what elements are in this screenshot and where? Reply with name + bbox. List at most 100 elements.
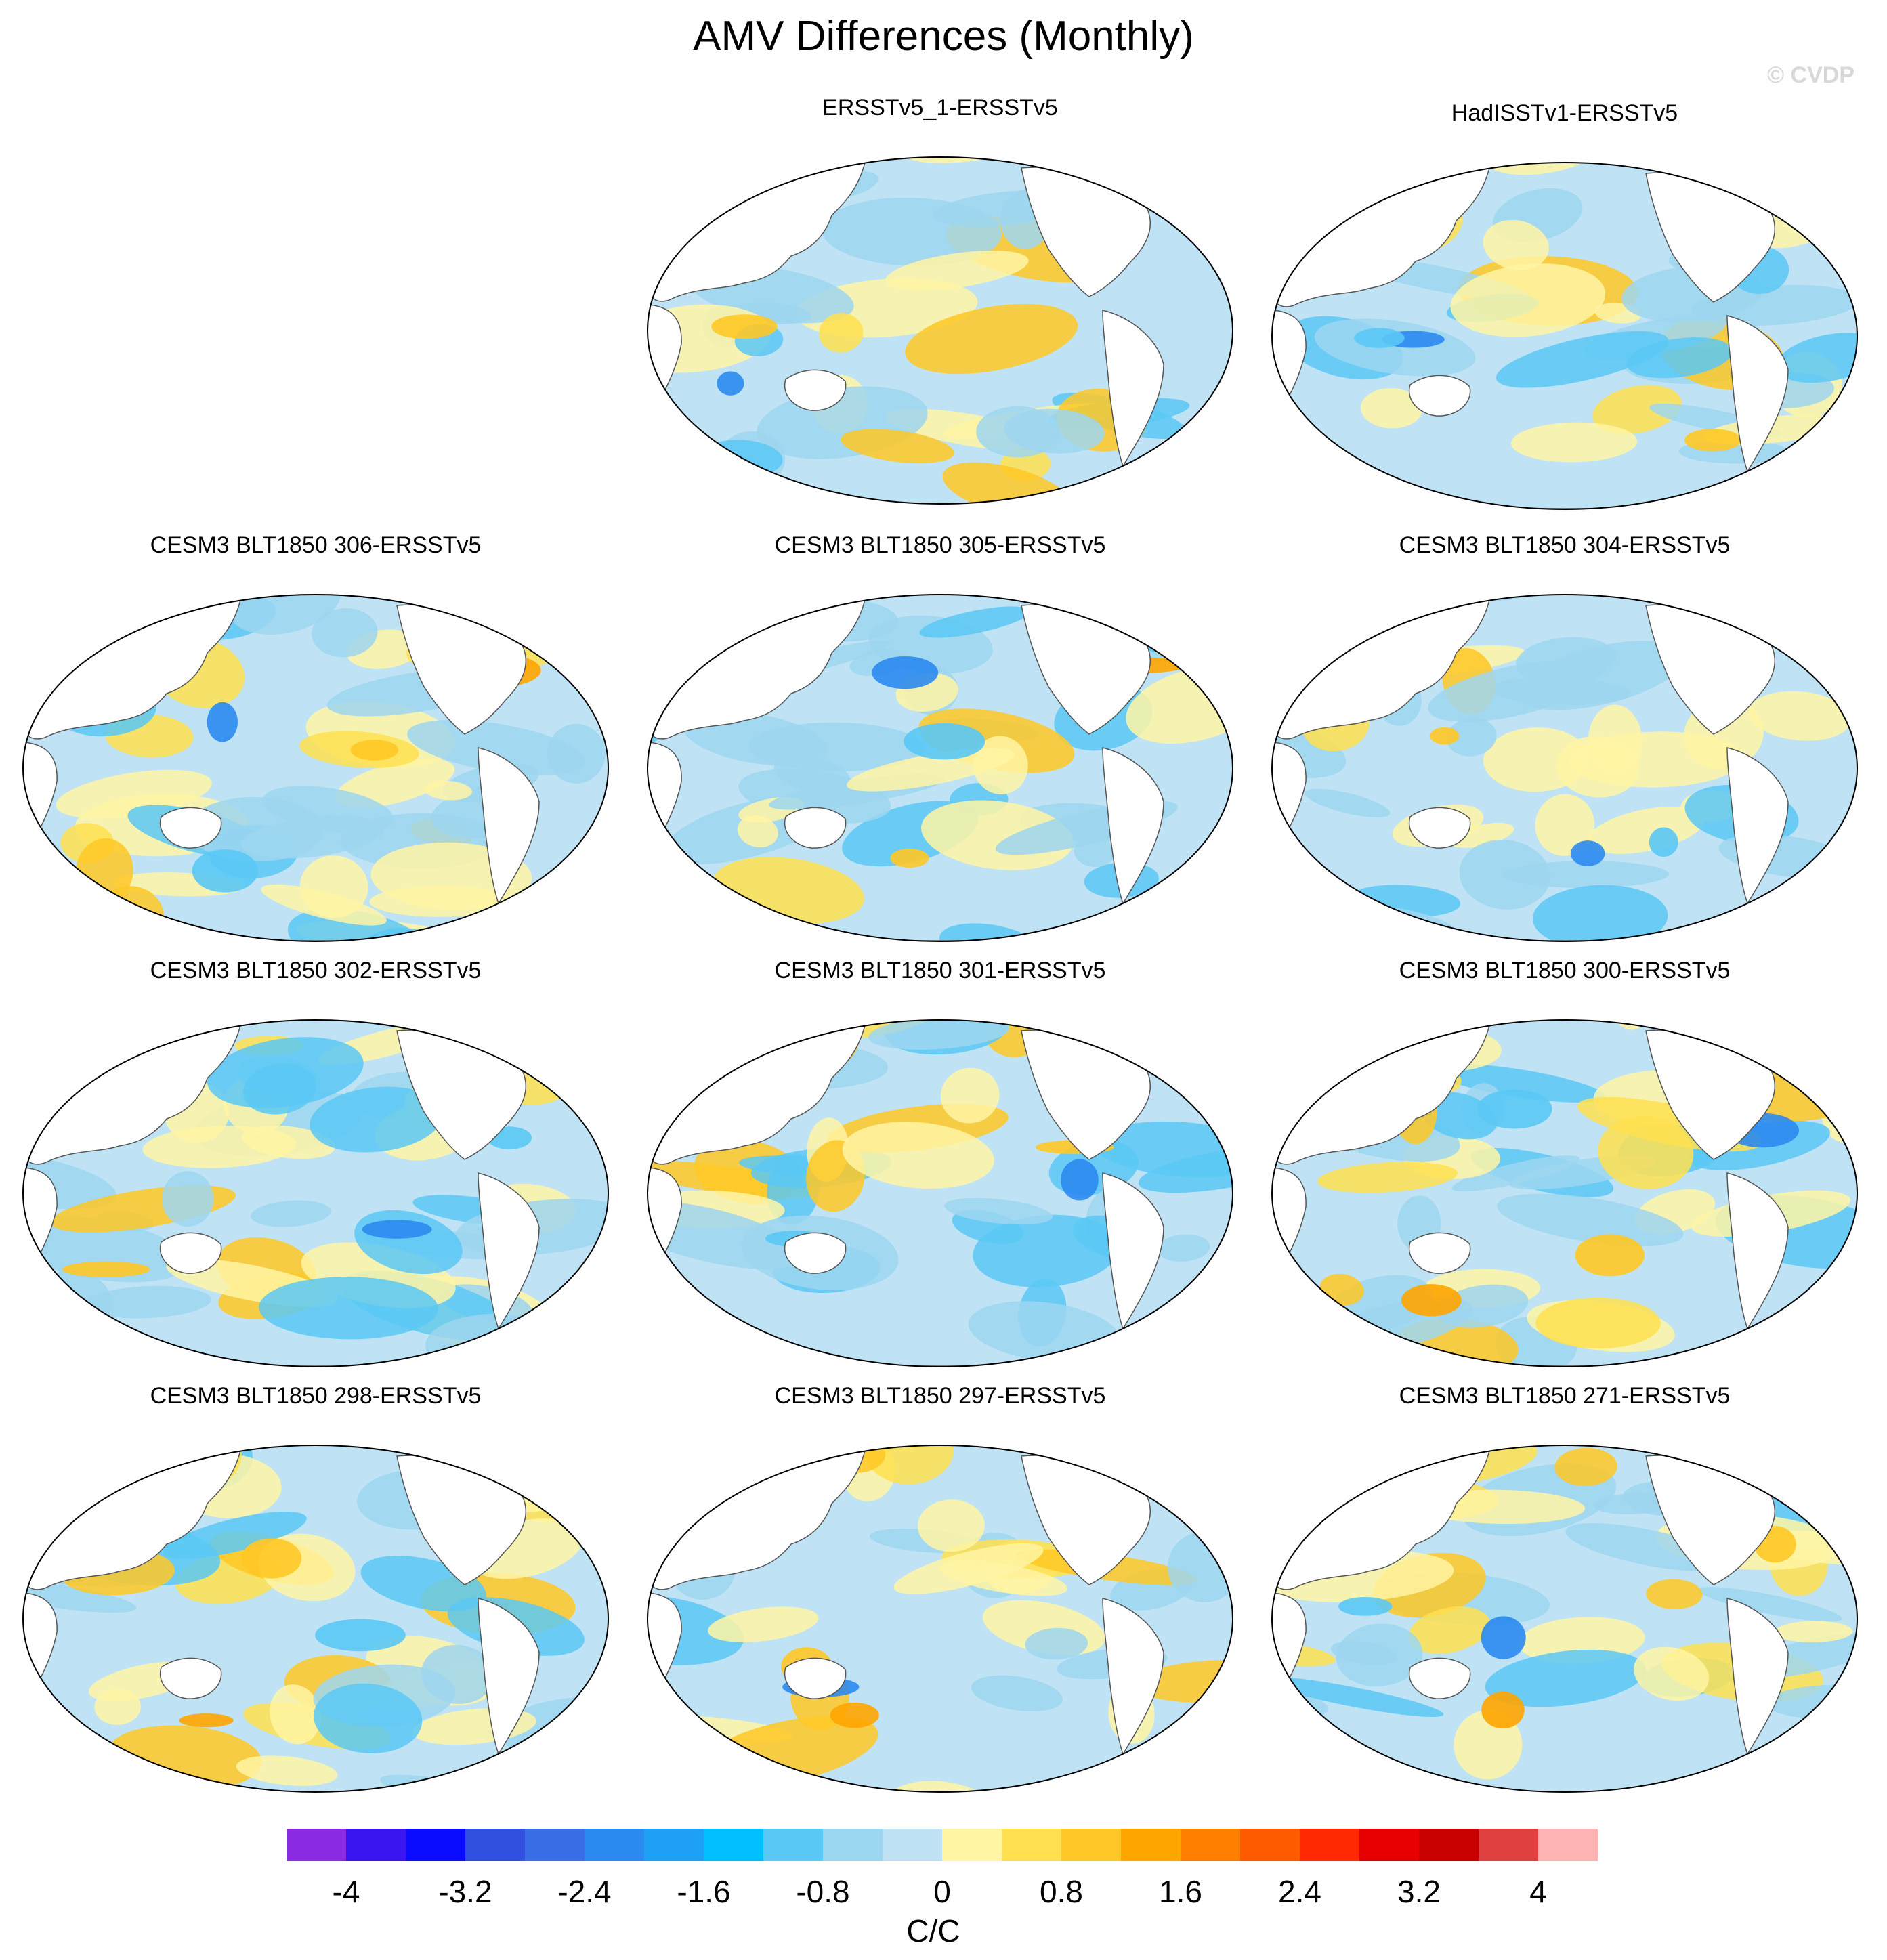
land-mass — [1408, 807, 1471, 849]
anomaly-contour — [1446, 717, 1497, 757]
anomaly-contour — [1646, 1579, 1703, 1609]
colorbar-swatch — [1359, 1829, 1419, 1861]
anomaly-contour — [939, 923, 1041, 941]
anomaly-contour — [241, 1538, 302, 1579]
anomaly-contour — [1354, 328, 1405, 348]
anomaly-contour — [1551, 565, 1645, 590]
anomaly-contour — [517, 1415, 608, 1437]
anomaly-contour — [425, 565, 604, 574]
colorbar-swatch — [465, 1829, 525, 1861]
anomaly-contour — [407, 719, 585, 775]
world-map — [1271, 133, 1858, 510]
anomaly-contour — [1272, 459, 1286, 509]
land-mass — [159, 1232, 222, 1274]
colorbar-tick-label: 0.8 — [1040, 1874, 1083, 1909]
anomaly-contour — [299, 855, 368, 918]
map-panel: HadISSTv1-ERSSTv5 — [1267, 100, 1863, 520]
anomaly-contour — [648, 1329, 658, 1355]
anomaly-contour — [1061, 1159, 1099, 1201]
anomaly-contour — [868, 1020, 1010, 1050]
map-border — [22, 1019, 609, 1367]
map-panel: CESM3 BLT1850 302-ERSSTv5 — [18, 958, 614, 1378]
anomaly-contour — [830, 1702, 879, 1728]
anomaly-contour — [1009, 1362, 1144, 1383]
anomaly-contour — [476, 1415, 614, 1447]
anomaly-contour — [424, 780, 473, 801]
colorbar: -4 -3.2 -2.4 -1.6 -0.8 0 0.8 1.6 2.4 3.2… — [0, 1829, 1887, 1960]
anomaly-contour — [1649, 827, 1678, 857]
anomaly-contour — [1483, 727, 1590, 792]
anomaly-contour — [1430, 727, 1460, 745]
anomaly-contour — [241, 1125, 335, 1159]
land-mass — [1143, 157, 1188, 188]
anomaly-contour — [1137, 1445, 1185, 1497]
map-border — [647, 594, 1233, 942]
anomaly-contour — [179, 1713, 234, 1728]
land-mass — [1767, 1445, 1812, 1476]
anomaly-contour — [885, 250, 1029, 291]
land-mass — [1767, 163, 1812, 194]
panel-title: CESM3 BLT1850 297-ERSSTv5 — [774, 1383, 1106, 1409]
anomaly-contour — [1636, 133, 1716, 146]
land-mass — [1767, 1020, 1812, 1051]
colorbar-tick-label: -1.6 — [677, 1874, 731, 1909]
world-map — [1271, 565, 1858, 942]
land-mass — [1767, 595, 1812, 626]
anomaly-contour — [362, 1220, 432, 1239]
colorbar-swatch — [644, 1829, 704, 1861]
map-border — [22, 594, 609, 942]
colorbar-swatch — [1419, 1829, 1479, 1861]
anomaly-contour — [658, 1300, 701, 1344]
anomaly-contour — [1481, 1616, 1526, 1659]
land-mass — [784, 807, 847, 849]
anomaly-contour — [1691, 284, 1857, 326]
anomaly-contour — [83, 1285, 212, 1319]
land-mass — [1143, 1020, 1188, 1051]
anomaly-contour — [228, 595, 342, 635]
world-map — [22, 565, 609, 942]
anomaly-contour — [1157, 1234, 1210, 1262]
colorbar-swatch — [1121, 1829, 1181, 1861]
anomaly-contour — [1449, 822, 1514, 848]
anomaly-contour — [1459, 839, 1550, 910]
land-mass — [784, 369, 847, 411]
map-border — [647, 156, 1233, 505]
land-mass — [784, 1232, 847, 1274]
anomaly-contour — [251, 1200, 331, 1227]
colorbar-swatch — [346, 1829, 406, 1861]
land-mass — [159, 807, 222, 849]
map-panel: ERSSTv5_1-ERSSTv5 — [642, 95, 1238, 515]
anomaly-contour — [939, 1560, 1068, 1596]
anomaly-contour — [1294, 461, 1368, 509]
anomaly-contour — [187, 796, 325, 862]
map-border — [647, 1445, 1233, 1793]
anomaly-contour — [1360, 388, 1423, 429]
anomaly-contour — [1004, 408, 1105, 454]
anomaly-contour — [1317, 1162, 1458, 1193]
panel-title: CESM3 BLT1850 300-ERSSTv5 — [1399, 958, 1731, 983]
anomaly-contour — [1408, 1606, 1491, 1654]
anomaly-contour — [1570, 840, 1605, 866]
anomaly-contour — [1634, 1646, 1710, 1701]
world-map — [647, 594, 1233, 942]
colorbar-swatch — [585, 1829, 644, 1861]
map-panel: CESM3 BLT1850 304-ERSSTv5 — [1267, 532, 1863, 952]
anomaly-contour — [1314, 318, 1476, 377]
land-mass — [1726, 315, 1789, 473]
panel-title: CESM3 BLT1850 305-ERSSTv5 — [774, 532, 1106, 558]
anomaly-contour — [335, 759, 455, 808]
colorbar-swatch — [823, 1829, 883, 1861]
land-mass — [478, 1172, 540, 1330]
anomaly-contour — [1516, 637, 1617, 685]
anomaly-contour — [1667, 133, 1821, 137]
anomaly-contour — [1272, 1748, 1305, 1778]
anomaly-contour — [350, 740, 399, 761]
land-mass — [1408, 1232, 1471, 1274]
land-mass — [1143, 1445, 1188, 1476]
watermark: © CVDP — [1767, 62, 1854, 88]
map-panel: CESM3 BLT1850 297-ERSSTv5 — [642, 1383, 1238, 1803]
colorbar-tick-label: -0.8 — [796, 1874, 850, 1909]
anomaly-contour — [1142, 468, 1207, 504]
anomaly-contour — [1338, 1596, 1393, 1616]
anomaly-contour — [192, 849, 259, 893]
